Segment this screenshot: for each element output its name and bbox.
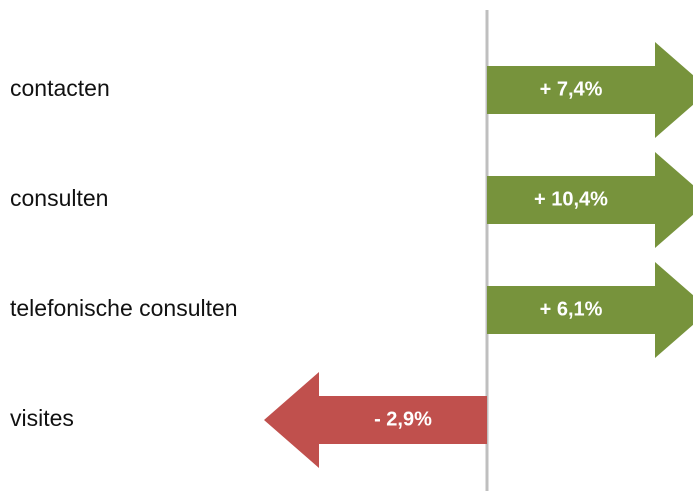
arrow bbox=[487, 42, 693, 138]
arrow bbox=[487, 152, 693, 248]
change-label: + 6,1% bbox=[540, 298, 603, 320]
change-label: - 2,9% bbox=[374, 408, 432, 430]
arrow bbox=[487, 262, 693, 358]
arrow bbox=[264, 372, 487, 468]
change-label: + 10,4% bbox=[534, 188, 608, 210]
row-label: contacten bbox=[10, 75, 110, 101]
change-label: + 7,4% bbox=[540, 78, 603, 100]
row-label: consulten bbox=[10, 185, 108, 211]
row-label: telefonische consulten bbox=[10, 295, 238, 321]
row-label: visites bbox=[10, 405, 74, 431]
